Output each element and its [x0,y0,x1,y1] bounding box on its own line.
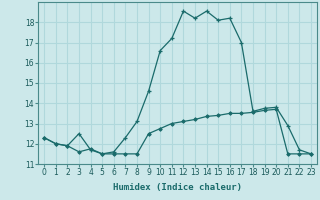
X-axis label: Humidex (Indice chaleur): Humidex (Indice chaleur) [113,183,242,192]
